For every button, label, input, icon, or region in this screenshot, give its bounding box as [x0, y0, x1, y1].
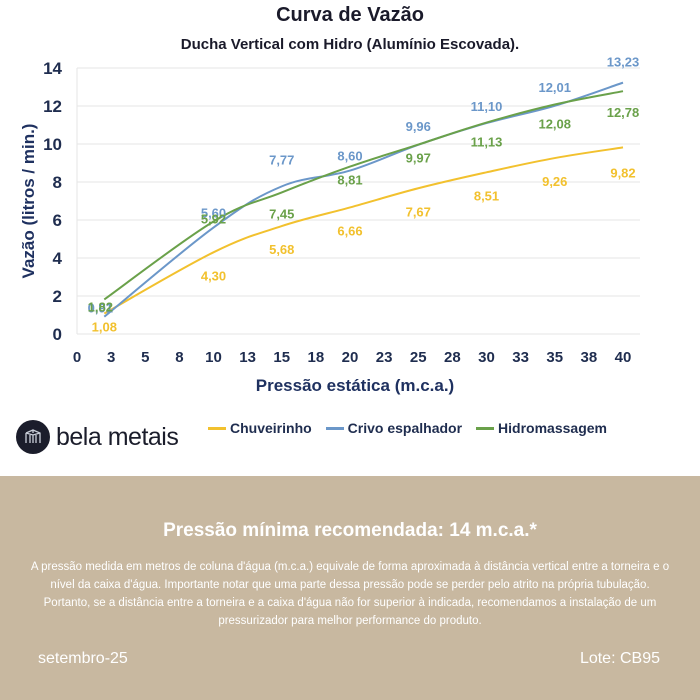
y-tick-label: 6 [53, 211, 62, 230]
legend-label: Crivo espalhador [347, 420, 463, 436]
x-tick-label: 0 [73, 349, 81, 366]
data-label-hidromassagem: 1,82 [88, 299, 113, 314]
data-label-crivo-espalhador: 12,01 [538, 80, 571, 95]
chart-subtitle: Ducha Vertical com Hidro (Alumínio Escov… [180, 36, 520, 53]
brand: bela metais [16, 420, 179, 454]
data-label-chuveirinho: 5,68 [269, 242, 294, 257]
data-label-chuveirinho: 8,51 [474, 188, 499, 203]
x-tick-label: 30 [478, 349, 495, 366]
x-tick-label: 5 [141, 349, 149, 366]
chart-legend: Chuveirinho Crivo espalhador Hidromassag… [208, 420, 621, 436]
x-tick-label: 18 [308, 349, 325, 366]
data-label-crivo-espalhador: 8,60 [337, 149, 362, 164]
y-tick-label: 10 [43, 135, 62, 154]
y-tick-label: 2 [53, 287, 62, 306]
legend-swatch [476, 426, 495, 430]
y-axis-label: Vazão (litros / min.) [19, 124, 38, 279]
data-label-crivo-espalhador: 0,91 [88, 301, 113, 316]
bela-metais-logo-icon [16, 420, 50, 454]
data-label-crivo-espalhador: 11,10 [471, 99, 503, 114]
info-footer: Pressão mínima recomendada: 14 m.c.a.* A… [0, 476, 700, 700]
data-label-crivo-espalhador: 13,23 [607, 55, 640, 70]
x-tick-label: 28 [444, 349, 461, 366]
legend-label: Hidromassagem [498, 420, 607, 436]
minimum-pressure-title: Pressão mínima recomendada: 14 m.c.a.* [163, 520, 537, 541]
x-tick-label: 8 [175, 349, 183, 366]
x-axis-label: Pressão estática (m.c.a.) [256, 376, 454, 395]
x-tick-label: 13 [239, 349, 256, 366]
lot-label: Lote: CB95 [579, 650, 660, 667]
y-tick-label: 8 [53, 173, 62, 192]
data-label-hidromassagem: 9,97 [406, 151, 431, 166]
x-tick-label: 25 [410, 349, 427, 366]
x-tick-label: 38 [581, 349, 598, 366]
data-label-chuveirinho: 9,82 [610, 165, 635, 180]
legend-label: Chuveirinho [230, 420, 312, 436]
legend-item-crivo-espalhador: Crivo espalhador [325, 420, 463, 436]
data-label-hidromassagem: 8,81 [337, 173, 362, 188]
pressure-explanation: A pressão medida em metros de coluna d'á… [30, 561, 670, 627]
x-tick-label: 23 [376, 349, 393, 366]
x-tick-label: 10 [205, 349, 222, 366]
data-label-hidromassagem: 12,08 [538, 116, 571, 131]
x-tick-label: 20 [342, 349, 359, 366]
x-tick-label: 33 [512, 349, 529, 366]
legend-swatch [325, 426, 344, 430]
legend-item-hidromassagem: Hidromassagem [476, 420, 607, 436]
x-tick-label: 3 [107, 349, 115, 366]
date-label: setembro-25 [38, 650, 128, 667]
y-tick-label: 14 [43, 59, 62, 78]
data-label-hidromassagem: 7,45 [269, 206, 294, 221]
data-label-hidromassagem: 5,92 [201, 212, 226, 227]
y-tick-label: 12 [43, 97, 62, 116]
data-label-crivo-espalhador: 9,96 [406, 119, 431, 134]
x-tick-label: 35 [546, 349, 563, 366]
chart-title: Curva de Vazão [276, 4, 424, 26]
series-line-chuveirinho [103, 146, 624, 315]
legend-item-chuveirinho: Chuveirinho [208, 420, 312, 436]
brand-name: bela metais [56, 422, 179, 451]
data-label-hidromassagem: 11,13 [471, 135, 503, 150]
data-label-chuveirinho: 9,26 [542, 174, 567, 189]
data-label-chuveirinho: 7,67 [406, 204, 431, 219]
data-label-crivo-espalhador: 5,60 [201, 206, 226, 221]
data-label-chuveirinho: 1,08 [92, 319, 117, 334]
legend-swatch [208, 426, 226, 430]
data-label-crivo-espalhador: 7,77 [269, 152, 294, 167]
x-tick-label: 15 [273, 349, 290, 366]
x-tick-label: 40 [615, 349, 632, 366]
data-label-chuveirinho: 6,66 [337, 223, 362, 238]
data-label-hidromassagem: 12,78 [607, 105, 640, 120]
data-label-chuveirinho: 4,30 [201, 268, 226, 283]
y-tick-label: 4 [53, 249, 63, 268]
y-tick-label: 0 [53, 325, 62, 344]
